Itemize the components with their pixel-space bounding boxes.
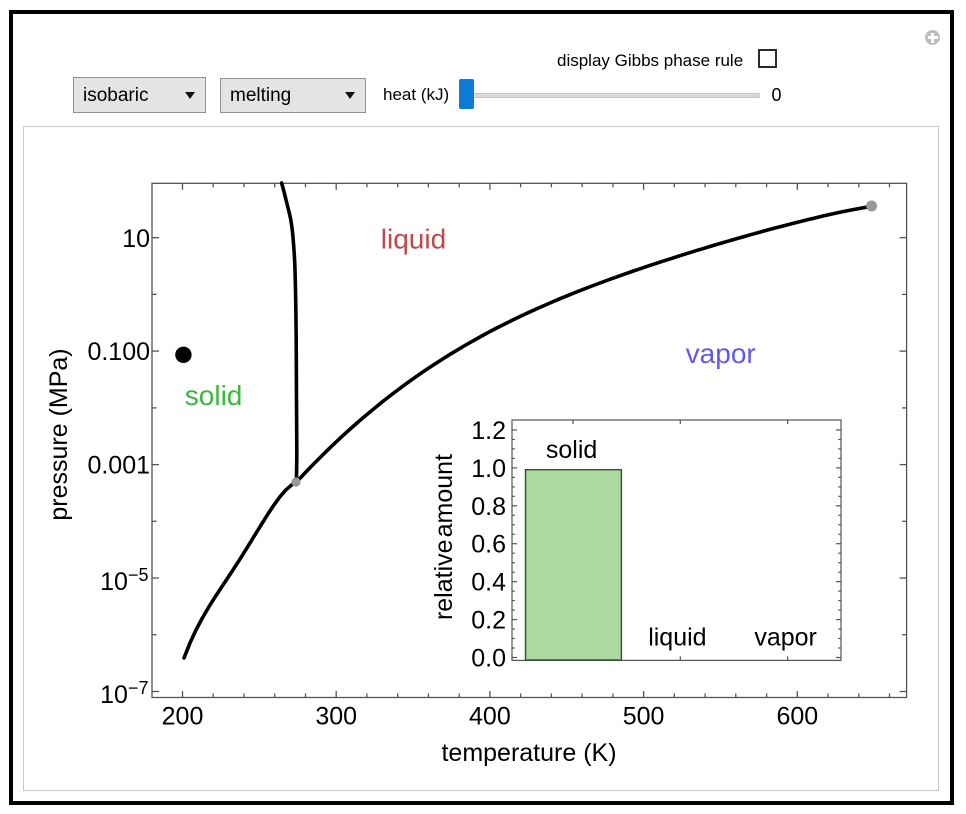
svg-text:temperature (K): temperature (K) [441, 739, 616, 767]
svg-text:relative amount: relative amount [430, 454, 458, 620]
svg-text:vapor: vapor [686, 338, 756, 369]
svg-text:0.8: 0.8 [471, 493, 506, 521]
svg-text:1.2: 1.2 [471, 417, 506, 445]
svg-text:10−7: 10−7 [100, 678, 148, 709]
svg-text:200: 200 [162, 702, 204, 730]
svg-text:0.0: 0.0 [471, 645, 506, 673]
svg-text:solid: solid [546, 436, 597, 464]
svg-text:400: 400 [469, 702, 511, 730]
svg-text:600: 600 [776, 702, 818, 730]
svg-text:500: 500 [623, 702, 665, 730]
svg-text:solid: solid [185, 380, 243, 411]
svg-text:0.6: 0.6 [471, 531, 506, 559]
svg-text:300: 300 [315, 702, 357, 730]
svg-text:liquid: liquid [381, 224, 446, 255]
svg-text:vapor: vapor [754, 624, 817, 652]
svg-text:liquid: liquid [648, 624, 706, 652]
svg-text:10−5: 10−5 [100, 565, 148, 596]
svg-text:10: 10 [122, 225, 150, 253]
svg-text:0.100: 0.100 [87, 338, 150, 366]
svg-text:1.0: 1.0 [471, 455, 506, 483]
svg-text:pressure (MPa): pressure (MPa) [45, 348, 73, 520]
svg-text:0.4: 0.4 [471, 569, 506, 597]
svg-text:0.001: 0.001 [87, 452, 150, 480]
svg-text:0.2: 0.2 [471, 607, 506, 635]
